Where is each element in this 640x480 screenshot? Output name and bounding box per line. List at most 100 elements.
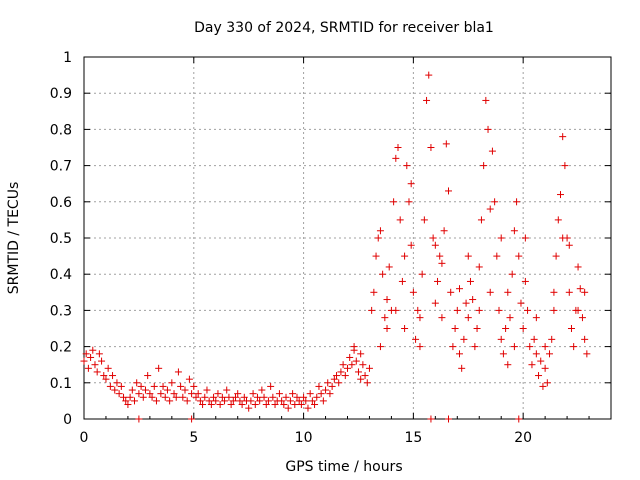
data-point (517, 299, 525, 307)
x-tick-label: 0 (80, 430, 89, 446)
data-point (449, 343, 457, 351)
data-point (350, 343, 358, 351)
data-point (357, 350, 365, 358)
data-point (460, 335, 468, 343)
data-point (383, 296, 391, 304)
data-point (280, 401, 288, 409)
data-point (574, 263, 582, 271)
data-point (438, 259, 446, 267)
data-point (326, 390, 334, 398)
data-point (286, 397, 294, 405)
data-point (379, 270, 387, 278)
x-tick-label: 20 (514, 430, 532, 446)
data-point (282, 393, 290, 401)
data-point (550, 288, 558, 296)
data-point (188, 415, 196, 423)
data-point (576, 285, 584, 293)
data-point (300, 393, 308, 401)
data-point (98, 357, 106, 365)
data-point (159, 382, 167, 390)
data-point (126, 393, 134, 401)
data-point (337, 368, 345, 376)
data-point (453, 306, 461, 314)
data-point (405, 198, 413, 206)
data-point (541, 364, 549, 372)
data-point (418, 270, 426, 278)
data-point (363, 379, 371, 387)
data-point (289, 390, 297, 398)
data-point (236, 397, 244, 405)
data-point (502, 325, 510, 332)
data-point (229, 397, 237, 405)
data-point (381, 314, 389, 322)
data-point (423, 96, 431, 104)
data-point (146, 390, 154, 398)
data-point (394, 144, 402, 151)
data-point (455, 350, 463, 358)
y-tick-label: 0.3 (50, 303, 72, 319)
data-point (581, 335, 589, 343)
data-point (559, 133, 567, 141)
y-tick-label: 0.1 (50, 376, 72, 392)
data-point (201, 393, 209, 401)
data-point (528, 361, 536, 369)
data-point (135, 390, 143, 398)
data-point (168, 379, 176, 387)
data-point (442, 140, 450, 148)
data-point (131, 397, 139, 405)
data-point (376, 343, 384, 351)
data-point (166, 397, 174, 405)
data-point (578, 314, 586, 322)
data-point (111, 386, 119, 394)
data-point (372, 252, 380, 260)
data-point (497, 335, 505, 343)
data-point (403, 162, 411, 170)
data-point (475, 306, 483, 314)
data-point (124, 401, 132, 409)
data-point (139, 393, 147, 401)
data-point (210, 393, 218, 401)
data-point (561, 162, 569, 170)
data-point (374, 234, 382, 242)
data-point (548, 335, 556, 343)
chart-title: Day 330 of 2024, SRMTID for receiver bla… (194, 20, 494, 36)
data-point (365, 364, 373, 372)
data-point (253, 393, 261, 401)
scatter-series (80, 71, 591, 423)
data-point (135, 415, 143, 423)
y-tick-label: 1 (63, 50, 72, 66)
data-point (354, 368, 362, 376)
data-point (102, 375, 110, 383)
data-point (249, 390, 257, 398)
data-point (482, 96, 490, 104)
data-point (455, 285, 463, 293)
data-point (181, 386, 189, 394)
y-tick-label: 0 (63, 412, 72, 428)
data-point (95, 350, 103, 358)
data-point (232, 393, 240, 401)
data-point (161, 393, 169, 401)
data-point (361, 372, 369, 380)
data-point (409, 288, 417, 296)
data-point (508, 270, 516, 278)
data-point (436, 252, 444, 260)
data-point (383, 325, 391, 332)
data-point (427, 144, 435, 151)
data-point (341, 372, 349, 380)
data-point (510, 343, 518, 351)
data-point (526, 343, 534, 351)
data-point (477, 216, 485, 224)
data-point (304, 404, 312, 412)
data-point (106, 382, 114, 390)
data-point (493, 252, 501, 260)
data-point (194, 390, 202, 398)
data-point (216, 401, 224, 409)
data-point (115, 390, 123, 398)
data-point (484, 125, 492, 133)
data-point (515, 252, 523, 260)
data-point (113, 379, 121, 387)
data-point (306, 390, 314, 398)
data-point (486, 205, 494, 213)
data-point (401, 252, 409, 260)
data-point (333, 372, 341, 380)
